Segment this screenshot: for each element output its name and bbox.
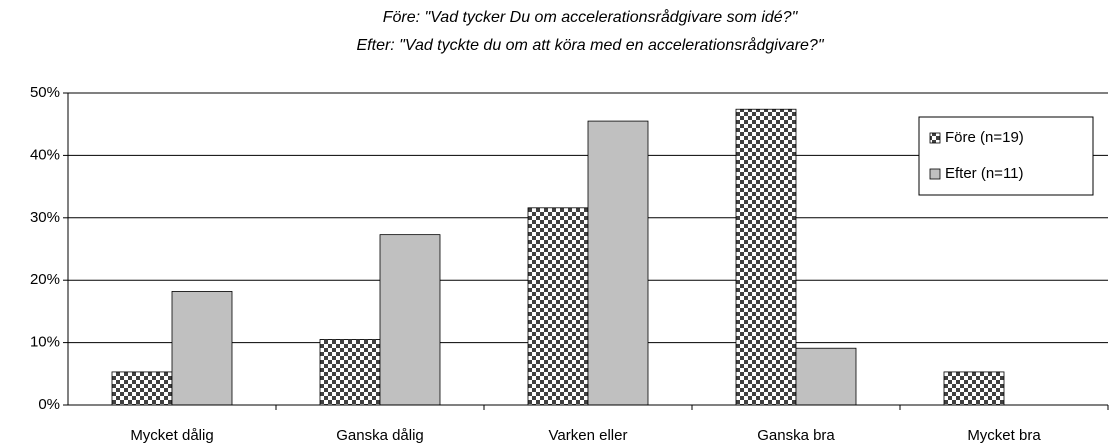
bar xyxy=(527,207,589,406)
bar xyxy=(171,291,233,406)
y-tick-label: 0% xyxy=(38,396,60,413)
x-tick-label: Mycket bra xyxy=(967,427,1041,443)
y-tick-label: 10% xyxy=(30,334,60,351)
bar xyxy=(943,371,1005,406)
chart-title: Före: "Vad tycker Du om accelerationsråd… xyxy=(383,8,799,26)
legend-label: Efter (n=11) xyxy=(945,165,1024,182)
legend-swatch xyxy=(929,132,941,144)
bar xyxy=(587,120,649,406)
y-tick-label: 30% xyxy=(30,209,60,226)
x-tick-label: Ganska dålig xyxy=(336,427,424,443)
y-tick-label: 40% xyxy=(30,146,60,163)
legend-swatch xyxy=(929,168,941,180)
x-tick-label: Mycket dålig xyxy=(130,427,213,443)
y-tick-label: 20% xyxy=(30,271,60,288)
bar xyxy=(735,108,797,406)
y-tick-label: 50% xyxy=(30,84,60,101)
legend-label: Före (n=19) xyxy=(945,129,1024,146)
chart-title: Efter: "Vad tyckte du om att köra med en… xyxy=(357,36,825,54)
bar xyxy=(111,371,173,406)
x-tick-label: Varken eller xyxy=(549,427,628,443)
bar xyxy=(319,339,381,406)
bar xyxy=(379,234,441,406)
x-tick-label: Ganska bra xyxy=(757,427,835,443)
bar xyxy=(795,347,857,406)
legend-box xyxy=(918,116,1094,196)
